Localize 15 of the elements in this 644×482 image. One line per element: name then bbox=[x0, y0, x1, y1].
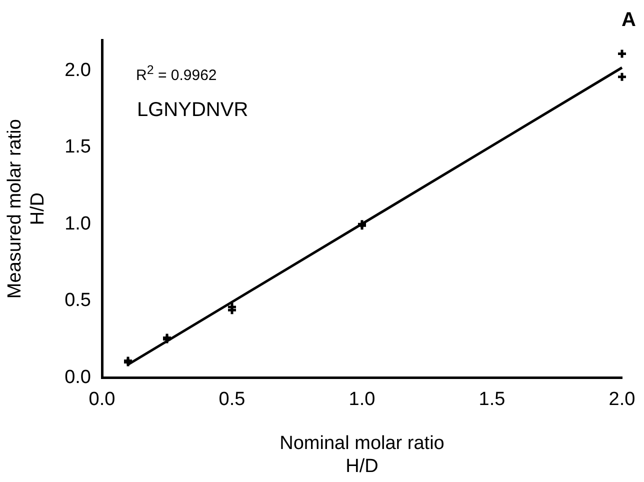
x-tick-label: 0.5 bbox=[218, 389, 246, 410]
annotation: LGNYDNVR bbox=[137, 99, 248, 121]
x-tick-label: 0.0 bbox=[88, 389, 116, 410]
x-tick-label: 1.5 bbox=[478, 389, 506, 410]
x-axis-title: Nominal molar ratio H/D bbox=[280, 433, 444, 477]
annotation: R$^{2}$ = 0.9962 bbox=[136, 63, 217, 84]
x-tick-label: 2.0 bbox=[608, 389, 636, 410]
text: A bbox=[622, 9, 636, 31]
y-axis-title: Measured molar ratio H/D bbox=[4, 119, 48, 299]
x-tick-label: 1.0 bbox=[348, 389, 376, 410]
y-tick-label: 0.0 bbox=[64, 366, 92, 388]
y-tick-label: 0.5 bbox=[64, 290, 92, 312]
y-tick-label: 1.5 bbox=[64, 136, 92, 158]
y-tick-label: 2.0 bbox=[64, 60, 92, 81]
y-tick-label: 1.0 bbox=[64, 213, 92, 234]
